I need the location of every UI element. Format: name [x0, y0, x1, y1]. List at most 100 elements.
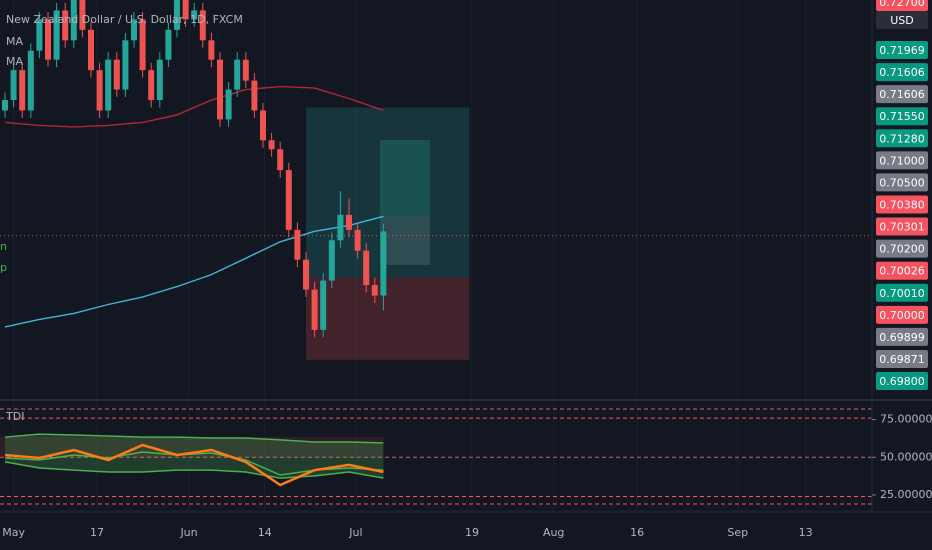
- candle-body: [139, 19, 146, 71]
- candle-body: [131, 19, 137, 41]
- price-label: USD: [890, 14, 914, 27]
- price-label-box: [876, 372, 928, 391]
- x-tick-label: 19: [465, 526, 479, 539]
- price-label: 0.70026: [879, 265, 925, 278]
- price-label-box: [876, 41, 928, 59]
- price-label-box: [876, 107, 928, 126]
- candle-body: [45, 19, 51, 60]
- tdi-tick-label: 50.00000: [880, 450, 932, 463]
- moving-average: [4, 85, 384, 128]
- candle-body: [19, 70, 26, 111]
- price-label-box: [876, 173, 928, 192]
- stop-zone: [306, 277, 470, 360]
- price-label-box: [876, 63, 928, 82]
- moving-average: [4, 215, 384, 328]
- price-label: 0.71550: [879, 110, 925, 123]
- price-label: 0.72700: [879, 0, 925, 9]
- candle-body: [328, 240, 335, 281]
- candle-body: [285, 170, 292, 230]
- candle-body: [337, 214, 344, 241]
- x-tick-label: Aug: [543, 526, 564, 539]
- price-label: 0.71969: [879, 44, 925, 57]
- tdi-tick-label: 25.00000: [880, 488, 932, 501]
- candle-body: [79, 0, 86, 30]
- tdi-lower-line: [4, 461, 384, 479]
- tdi-fast-line: [4, 443, 384, 487]
- price-label: 0.70301: [879, 221, 925, 234]
- tdi-title: TDI: [5, 410, 24, 423]
- price-label-box: [876, 217, 928, 236]
- price-label-box: [876, 327, 928, 346]
- price-label: 0.69871: [879, 353, 925, 366]
- candle-body: [217, 59, 223, 120]
- price-label: 0.71000: [879, 154, 925, 167]
- price-label-box: [876, 11, 928, 29]
- candle-body: [277, 149, 284, 171]
- candle-body: [2, 100, 8, 111]
- candle-body: [242, 59, 249, 81]
- candle-body: [156, 59, 163, 100]
- x-tick-label: 17: [90, 526, 104, 539]
- price-label: 0.70200: [879, 243, 925, 256]
- candle-body: [303, 259, 309, 290]
- price-label-box: [876, 151, 928, 170]
- x-tick-label: 14: [258, 526, 272, 539]
- price-label: 0.71280: [879, 132, 925, 145]
- candle-body: [96, 70, 103, 111]
- price-label: 0.70000: [879, 309, 925, 322]
- price-label-box: [876, 349, 928, 368]
- candle-body: [260, 110, 266, 141]
- price-label: 0.69899: [879, 331, 925, 344]
- candle-body: [199, 10, 206, 41]
- candle-body: [62, 10, 69, 41]
- candle-body: [234, 59, 241, 90]
- candle-body: [113, 59, 120, 90]
- price-label: 0.71606: [879, 66, 925, 79]
- price-label: 0.69800: [879, 375, 925, 388]
- candle-body: [380, 231, 387, 296]
- price-label-box: [876, 129, 928, 148]
- x-tick-label: 13: [799, 526, 813, 539]
- candle-body: [371, 285, 378, 296]
- candle-body: [36, 19, 43, 51]
- candle-body: [268, 140, 275, 150]
- price-label: 0.70380: [879, 198, 925, 211]
- candle-body: [10, 70, 17, 100]
- candle-body: [27, 50, 34, 111]
- candle-body: [165, 29, 172, 60]
- candle-body: [251, 80, 258, 111]
- price-label-box: [876, 0, 928, 11]
- symbol-title: New Zealand Dollar / U.S. Dollar, 1D, FX…: [6, 13, 243, 26]
- x-tick-label: May: [2, 526, 25, 539]
- price-label-box: [876, 261, 928, 280]
- inner-entry-box: [380, 216, 430, 265]
- candle-body: [225, 89, 232, 120]
- candle-body: [208, 40, 215, 60]
- side-label: n: [0, 240, 7, 253]
- tdi-upper-tint: [0, 437, 384, 458]
- candle-body: [363, 250, 370, 286]
- price-label-box: [876, 305, 928, 324]
- x-tick-label: Sep: [727, 526, 748, 539]
- candle-body: [53, 10, 60, 60]
- tdi-upper-line: [4, 433, 384, 444]
- price-label-box: [876, 283, 928, 302]
- candle-body: [311, 289, 318, 330]
- candle-body: [70, 0, 77, 41]
- indicator-label: MA: [6, 55, 23, 68]
- price-label: 0.70010: [879, 287, 925, 300]
- x-tick-label: Jun: [179, 526, 197, 539]
- price-label-box: [876, 85, 928, 104]
- candle-body: [105, 59, 112, 111]
- candle-body: [88, 29, 94, 71]
- x-tick-label: 16: [630, 526, 644, 539]
- candle-body: [148, 70, 155, 100]
- candle-body: [174, 0, 180, 30]
- x-tick-label: Jul: [348, 526, 362, 539]
- candle-body: [320, 280, 327, 330]
- price-label-box: [876, 239, 928, 258]
- price-label: 0.71606: [879, 88, 925, 101]
- price-label-box: [876, 195, 928, 214]
